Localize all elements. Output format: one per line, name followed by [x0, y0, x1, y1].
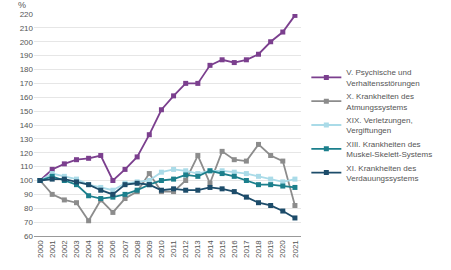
svg-text:2011: 2011 — [169, 240, 178, 258]
svg-text:2013: 2013 — [193, 240, 202, 258]
svg-text:2005: 2005 — [96, 240, 105, 258]
svg-text:140: 140 — [20, 121, 34, 130]
svg-text:170: 170 — [20, 79, 34, 88]
svg-text:100: 100 — [20, 176, 34, 185]
svg-text:90: 90 — [24, 190, 33, 199]
svg-text:2001: 2001 — [48, 240, 57, 258]
svg-text:190: 190 — [20, 51, 34, 60]
svg-text:120: 120 — [20, 149, 34, 158]
svg-text:130: 130 — [20, 135, 34, 144]
svg-text:220: 220 — [20, 10, 34, 19]
svg-text:60: 60 — [24, 232, 33, 241]
svg-text:%: % — [18, 0, 26, 10]
svg-text:2017: 2017 — [242, 240, 251, 258]
svg-text:X. Krankheiten desAtmungssyste: X. Krankheiten desAtmungssystems — [346, 92, 414, 111]
svg-text:180: 180 — [20, 65, 34, 74]
svg-text:XIX. Verletzungen,Vergiftungen: XIX. Verletzungen,Vergiftungen — [346, 116, 412, 135]
svg-text:2020: 2020 — [278, 240, 287, 258]
svg-text:150: 150 — [20, 107, 34, 116]
svg-text:2008: 2008 — [133, 240, 142, 258]
svg-text:110: 110 — [20, 162, 33, 171]
svg-text:2000: 2000 — [36, 240, 45, 258]
svg-text:2019: 2019 — [266, 240, 275, 258]
svg-text:XI. Krankheiten desVerdauungss: XI. Krankheiten desVerdauungssystems — [346, 164, 418, 183]
svg-text:160: 160 — [20, 93, 34, 102]
svg-text:2016: 2016 — [230, 240, 239, 258]
svg-text:2004: 2004 — [84, 240, 93, 258]
svg-text:200: 200 — [20, 38, 34, 47]
svg-text:2014: 2014 — [206, 240, 215, 258]
svg-text:XIII. Krankheiten desMuskel-Sk: XIII. Krankheiten desMuskel-Skelett-Syst… — [346, 140, 432, 159]
svg-text:2018: 2018 — [254, 240, 263, 258]
svg-text:2009: 2009 — [145, 240, 154, 258]
svg-text:2003: 2003 — [72, 240, 81, 258]
svg-text:2006: 2006 — [108, 240, 117, 258]
svg-text:2021: 2021 — [291, 240, 300, 258]
svg-text:2007: 2007 — [121, 240, 130, 258]
svg-text:210: 210 — [20, 24, 34, 33]
svg-text:V. Psychische undVerhaltensstö: V. Psychische undVerhaltensstörungen — [346, 68, 419, 87]
svg-text:2012: 2012 — [181, 240, 190, 258]
svg-text:2015: 2015 — [218, 240, 227, 258]
svg-text:2002: 2002 — [60, 240, 69, 258]
svg-text:80: 80 — [24, 204, 33, 213]
svg-text:70: 70 — [24, 218, 33, 227]
svg-text:2010: 2010 — [157, 240, 166, 258]
